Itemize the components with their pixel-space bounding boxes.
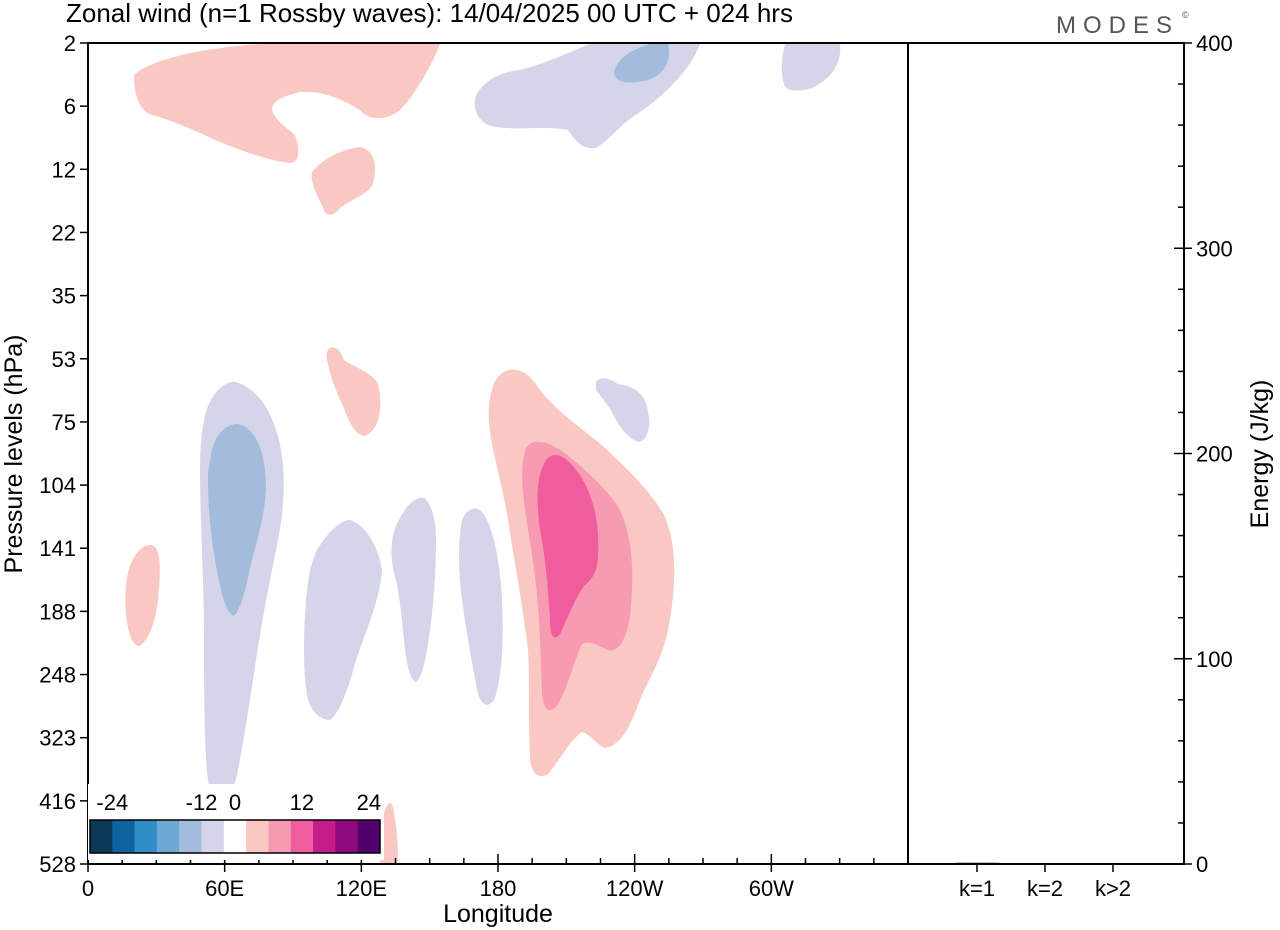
y-tick-label: 323	[39, 726, 76, 751]
contour-fill-negative	[391, 497, 436, 682]
contour-fill-positive	[311, 147, 376, 215]
y-tick-label: 2	[64, 31, 76, 56]
colorbar-swatch	[156, 820, 180, 853]
energy-category-label: k=1	[959, 876, 995, 901]
y-tick-label: 104	[39, 473, 76, 498]
colorbar-swatch	[246, 820, 269, 853]
energy-tick-label: 100	[1196, 647, 1233, 672]
energy-tick-label: 200	[1196, 442, 1233, 467]
y-tick-label: 53	[52, 347, 76, 372]
contour-fill-positive	[326, 347, 381, 436]
energy-y-axis: 0 100 200 300 400	[1174, 31, 1233, 877]
y-tick-label: 528	[39, 852, 76, 877]
colorbar-swatch	[134, 820, 158, 853]
colorbar-swatch	[90, 820, 113, 853]
contour-fill-positive	[125, 544, 160, 646]
y-tick-label: 22	[52, 220, 76, 245]
colorbar-tick-label: -24	[96, 790, 128, 815]
energy-category-label: k>2	[1095, 876, 1131, 901]
y-tick-label: 416	[39, 789, 76, 814]
x-tick-label: 180	[480, 876, 517, 901]
contour-fill-negative-2	[208, 424, 266, 616]
colorbar-swatch	[112, 820, 136, 853]
energy-bar	[1091, 863, 1135, 864]
colorbar-tick-label: 24	[357, 790, 381, 815]
y-axis: 2 6 12 22 35 53 75 104 141 188 248 323 416 528	[39, 31, 88, 877]
energy-bar	[955, 862, 999, 864]
y-tick-label: 35	[52, 284, 76, 309]
modes-logo: MODES ©	[1056, 10, 1189, 39]
contour-fill-negative	[781, 44, 841, 91]
colorbar-swatch	[335, 820, 359, 853]
colorbar-frame	[89, 819, 381, 854]
energy-axis-label: Energy (J/kg)	[1246, 380, 1274, 529]
contour-fill-negative	[596, 378, 650, 442]
contour-fill-negative-2	[614, 44, 670, 83]
colorbar-tick-label: -12	[186, 790, 218, 815]
x-tick-label: 60E	[205, 876, 244, 901]
energy-x-axis: k=1 k=2 k>2	[959, 864, 1131, 901]
x-tick-label: 120E	[336, 876, 387, 901]
contour-fill-positive	[134, 44, 440, 163]
colorbar: -24 -12 0 12 24	[88, 784, 384, 860]
contour-fill-positive	[380, 803, 398, 864]
colorbar-swatch	[357, 820, 381, 853]
contour-fill-negative	[459, 508, 503, 705]
contour-plot	[88, 43, 908, 864]
contour-axes: 0 60E 120E 180 120W 60W 2 6 12 22 35 53 75 104 141 188…	[0, 31, 909, 928]
colorbar-swatch	[313, 820, 336, 853]
colorbar-swatch	[179, 820, 203, 853]
colorbar-swatch	[268, 820, 292, 853]
colorbar-swatch	[290, 820, 314, 853]
logo-mark: ©	[1182, 10, 1189, 20]
y-tick-label: 75	[52, 410, 76, 435]
colorbar-swatch	[201, 820, 225, 853]
energy-panel: 0 100 200 300 400 k=1 k=2 k>2 Energy (J/kg)	[907, 31, 1274, 901]
x-axis-label: Longitude	[443, 900, 553, 928]
contour-fill-negative	[304, 520, 382, 720]
x-tick-label: 60W	[749, 876, 794, 901]
y-tick-label: 12	[52, 157, 76, 182]
logo-text: MODES	[1056, 12, 1179, 39]
x-axis: 0 60E 120E 180 120W 60W	[82, 854, 909, 901]
chart-title: Zonal wind (n=1 Rossby waves): 14/04/202…	[66, 0, 793, 28]
colorbar-tick-label: 0	[229, 790, 241, 815]
y-tick-label: 6	[64, 94, 76, 119]
x-tick-label: 0	[82, 876, 94, 901]
y-tick-label: 248	[39, 663, 76, 688]
energy-tick-label: 300	[1196, 236, 1233, 261]
energy-bars	[955, 862, 1135, 864]
energy-category-label: k=2	[1027, 876, 1063, 901]
energy-frame	[907, 42, 1185, 865]
energy-tick-label: 0	[1196, 852, 1208, 877]
y-tick-label: 141	[39, 536, 76, 561]
energy-bar	[1023, 863, 1067, 864]
x-tick-label: 120W	[606, 876, 664, 901]
y-axis-label: Pressure levels (hPa)	[0, 335, 28, 574]
contour-fill-positive-3	[537, 455, 599, 638]
colorbar-tick-label: 12	[290, 790, 314, 815]
y-tick-label: 188	[39, 599, 76, 624]
energy-tick-label: 400	[1196, 31, 1233, 56]
colorbar-swatch	[223, 820, 247, 853]
